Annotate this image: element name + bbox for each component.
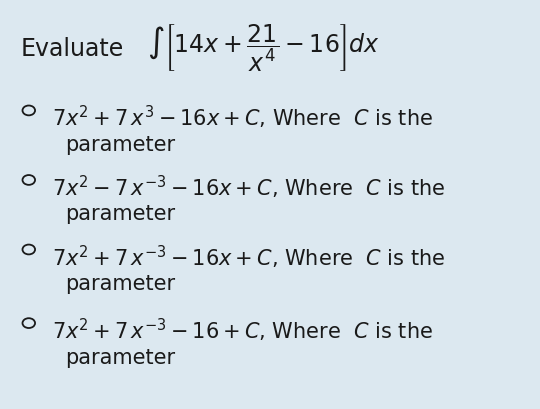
Text: parameter: parameter: [65, 204, 176, 225]
Text: $7x^2 + 7\, x^{3} - 16x + C$, Where  $C$ is the: $7x^2 + 7\, x^{3} - 16x + C$, Where $C$ …: [52, 104, 434, 132]
Text: parameter: parameter: [65, 274, 176, 294]
Text: $7x^2 + 7\, x^{-3} - 16x + C$, Where  $C$ is the: $7x^2 + 7\, x^{-3} - 16x + C$, Where $C$…: [52, 243, 446, 271]
Text: $7x^2 + 7\, x^{-3} - 16 + C$, Where  $C$ is the: $7x^2 + 7\, x^{-3} - 16 + C$, Where $C$ …: [52, 317, 434, 344]
Text: parameter: parameter: [65, 348, 176, 368]
Text: $7x^2 - 7\, x^{-3} - 16x + C$, Where  $C$ is the: $7x^2 - 7\, x^{-3} - 16x + C$, Where $C$…: [52, 174, 446, 201]
Text: $\int \left[ 14x + \dfrac{21}{x^4} - 16 \right] dx$: $\int \left[ 14x + \dfrac{21}{x^4} - 16 …: [146, 22, 379, 74]
Text: Evaluate: Evaluate: [21, 37, 124, 61]
Text: parameter: parameter: [65, 135, 176, 155]
